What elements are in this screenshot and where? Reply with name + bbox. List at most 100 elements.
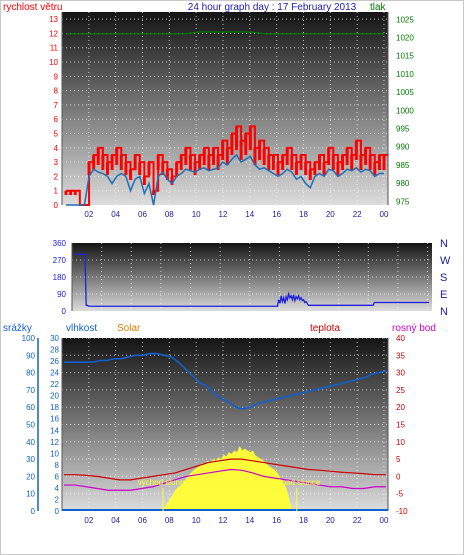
- y-tick-label: 4: [54, 144, 59, 153]
- x-tick-label: 12: [219, 516, 228, 525]
- y-tick-label: 1: [54, 187, 59, 196]
- y-tick-label: 22: [50, 380, 59, 389]
- y-tick-label: 7: [54, 101, 59, 110]
- y-tick-label: 20: [26, 472, 35, 481]
- x-tick-label: 02: [84, 210, 93, 219]
- x-tick-label: 10: [192, 516, 201, 525]
- x-tick-label: 04: [111, 516, 120, 525]
- y-tick-label: 3: [54, 158, 59, 167]
- x-tick-label: 04: [111, 210, 120, 219]
- y-tick-label: 30: [26, 455, 35, 464]
- pressure-line: [66, 31, 384, 35]
- y-tick-label: 16: [50, 415, 59, 424]
- direction-label: W: [440, 255, 451, 267]
- y-tick-label: 6: [54, 115, 59, 124]
- y-tick-label: 0: [55, 507, 60, 516]
- y-tick-label: 20: [50, 392, 59, 401]
- dewpoint-line: [64, 468, 386, 491]
- y-tick-label: 14: [50, 426, 59, 435]
- y-tick-label: 50: [26, 421, 35, 430]
- temperature-title: teplota: [310, 323, 340, 334]
- x-tick-label: 12: [219, 210, 228, 219]
- y-tick-label: 270: [53, 256, 67, 265]
- y-tick-label: 0: [62, 307, 67, 316]
- y-tick-label: 1000: [396, 106, 414, 115]
- x-tick-label: 00: [380, 210, 389, 219]
- y-tick-label: 12: [50, 438, 59, 447]
- y-tick-label: 100: [22, 334, 36, 343]
- y-tick-label: 995: [396, 125, 410, 134]
- x-tick-label: 22: [353, 210, 362, 219]
- y-tick-label: 8: [54, 87, 59, 96]
- direction-label: N: [440, 238, 448, 250]
- y-tick-label: 5: [396, 455, 401, 464]
- y-tick-label: 30: [396, 369, 405, 378]
- y-tick-label: 26: [50, 357, 59, 366]
- y-tick-label: 8: [55, 461, 60, 470]
- y-tick-label: 975: [396, 197, 410, 206]
- right-axis-title: tlak: [370, 2, 387, 13]
- x-tick-label: 08: [165, 210, 174, 219]
- x-tick-label: 16: [272, 210, 281, 219]
- x-tick-label: 18: [299, 210, 308, 219]
- y-tick-label: 30: [50, 334, 59, 343]
- y-tick-label: 10: [396, 438, 405, 447]
- direction-label: E: [440, 289, 447, 301]
- y-tick-label: 9: [54, 72, 59, 81]
- y-tick-label: 985: [396, 161, 410, 170]
- y-tick-label: 80: [26, 369, 35, 378]
- y-tick-label: 12: [49, 29, 58, 38]
- average-wind-line: [66, 153, 384, 206]
- y-tick-label: 1010: [396, 70, 414, 79]
- y-tick-label: 60: [26, 403, 35, 412]
- y-tick-label: 1025: [396, 15, 414, 24]
- x-tick-label: 06: [138, 516, 147, 525]
- y-tick-label: -10: [396, 507, 408, 516]
- y-tick-label: -5: [396, 490, 404, 499]
- y-tick-label: 10: [50, 449, 59, 458]
- x-tick-label: 16: [272, 516, 281, 525]
- direction-label: N: [440, 306, 448, 318]
- y-tick-label: 90: [26, 351, 35, 360]
- y-tick-label: 40: [396, 334, 405, 343]
- temperature-line: [64, 458, 386, 481]
- y-tick-label: 10: [49, 58, 58, 67]
- y-tick-label: 990: [396, 143, 410, 152]
- y-tick-label: 40: [26, 438, 35, 447]
- solar-area: [62, 446, 388, 511]
- y-tick-label: 980: [396, 179, 410, 188]
- y-tick-label: 1020: [396, 33, 414, 42]
- y-tick-label: 4: [55, 484, 60, 493]
- x-tick-label: 02: [84, 516, 93, 525]
- solar-title: Solar: [117, 323, 141, 334]
- sunset-label: západ slunce: [273, 478, 321, 487]
- y-tick-label: 28: [50, 346, 59, 355]
- y-tick-label: 0: [396, 472, 401, 481]
- left-axis-title: rychlost větru: [3, 2, 62, 13]
- y-tick-label: 20: [396, 403, 405, 412]
- x-tick-label: 14: [245, 210, 254, 219]
- x-tick-label: 20: [326, 210, 335, 219]
- x-tick-label: 18: [299, 516, 308, 525]
- y-tick-label: 6: [55, 472, 60, 481]
- x-tick-label: 22: [353, 516, 362, 525]
- y-tick-label: 70: [26, 386, 35, 395]
- y-tick-label: 11: [50, 44, 59, 53]
- dewpoint-title: rosný bod: [392, 323, 436, 334]
- y-tick-label: 24: [50, 369, 59, 378]
- panel-wind-pressure: [62, 12, 388, 205]
- x-tick-label: 14: [245, 516, 254, 525]
- y-tick-label: 5: [54, 130, 59, 139]
- y-tick-label: 180: [53, 273, 67, 282]
- x-tick-label: 08: [165, 516, 174, 525]
- y-tick-label: 18: [50, 403, 59, 412]
- y-tick-label: 0: [31, 507, 36, 516]
- y-tick-label: 10: [26, 490, 35, 499]
- humidity-line: [64, 352, 387, 410]
- y-tick-label: 13: [49, 15, 58, 24]
- y-tick-label: 35: [396, 351, 405, 360]
- rain-title: srážky: [3, 323, 32, 334]
- y-tick-label: 2: [55, 495, 60, 504]
- y-tick-label: 25: [396, 386, 405, 395]
